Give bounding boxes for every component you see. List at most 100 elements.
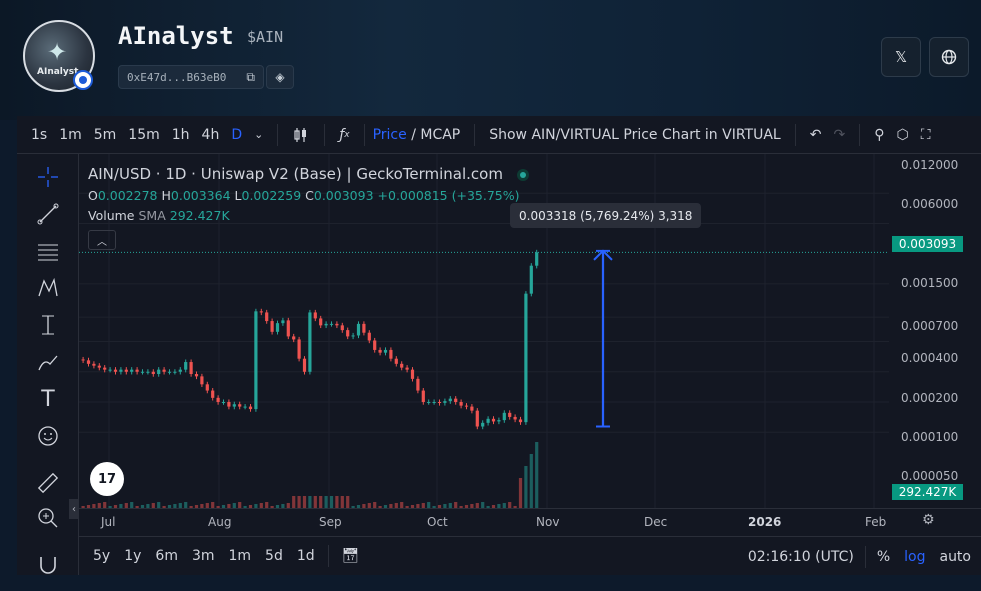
volume-bar [502, 503, 506, 508]
undo-icon[interactable]: ↶ [809, 126, 822, 143]
price-axis[interactable]: 0.012000 0.006000 0.001500 0.000700 0.00… [889, 154, 981, 508]
fullscreen-icon[interactable]: ⛶ [920, 126, 931, 143]
utc-clock[interactable]: 02:16:10 (UTC) [747, 548, 854, 565]
interval-1m[interactable]: 1m [59, 126, 82, 143]
price-mcap-toggle[interactable]: Price / MCAP [373, 116, 467, 154]
volume-bar [346, 496, 350, 508]
toolbar-divider [277, 123, 279, 146]
date-range-icon[interactable]: 📅︎ [341, 548, 360, 564]
volume-bar [383, 505, 388, 508]
range-1y[interactable]: 1y [124, 548, 142, 564]
volume-bar [200, 504, 204, 508]
interval-1h[interactable]: 1h [171, 126, 190, 143]
candle [529, 265, 533, 294]
candle [254, 311, 258, 410]
candle [119, 369, 123, 372]
volume-bar [491, 505, 496, 508]
volume-bar [189, 506, 193, 508]
interval-1s[interactable]: 1s [31, 126, 48, 143]
candles-style-button[interactable] [286, 116, 316, 154]
last-price-tag: 0.003093 [892, 236, 963, 252]
volume-bar [416, 504, 420, 508]
candle [448, 398, 452, 402]
volume-bar [162, 506, 166, 508]
interval-5m[interactable]: 5m [93, 126, 117, 143]
price-chart-pane[interactable] [79, 154, 889, 508]
range-1d[interactable]: 1d [296, 548, 315, 564]
volume-bar [319, 496, 323, 508]
interval-4h[interactable]: 4h [201, 126, 220, 143]
text-tool-icon[interactable]: T [41, 386, 55, 412]
range-3m[interactable]: 3m [191, 548, 215, 564]
high-value: 0.003364 [170, 188, 231, 203]
volume-bar [238, 502, 242, 508]
measure-tooltip: 0.003318 (5,769.24%) 3,318 [510, 203, 702, 228]
magnet-icon[interactable] [35, 552, 61, 578]
price-option[interactable]: Price [372, 126, 407, 143]
candle [367, 332, 371, 341]
brush-icon[interactable] [35, 349, 61, 375]
range-5y[interactable]: 5y [93, 548, 111, 564]
trend-line-icon[interactable] [35, 201, 61, 227]
volume-bar [367, 503, 371, 508]
volume-bar [167, 505, 172, 508]
volume-bar [481, 502, 485, 508]
collapse-toolbar-chevron-icon[interactable]: ‹ [69, 499, 79, 519]
x-link-button[interactable]: 𝕏 [881, 37, 921, 77]
token-avatar: ✦ AInalyst [23, 20, 95, 92]
redo-icon[interactable]: ↷ [833, 126, 846, 143]
candle [124, 369, 128, 372]
range-1m[interactable]: 1m [228, 548, 252, 564]
collapse-legend-button[interactable]: ︿ [88, 230, 116, 250]
volume-value: 292.427K [169, 208, 230, 223]
x-tick: Aug [208, 515, 232, 529]
emoji-icon[interactable] [35, 423, 61, 449]
candle [184, 362, 188, 370]
quick-search-icon[interactable]: ⚲ [874, 126, 885, 143]
chevron-up-icon: ︿ [97, 236, 107, 248]
volume-bar [173, 504, 177, 508]
zoom-in-icon[interactable] [35, 505, 61, 531]
website-link-button[interactable] [929, 37, 969, 77]
volume-bar [157, 502, 161, 508]
candle [518, 419, 523, 423]
ruler-icon[interactable] [35, 470, 61, 496]
settings-icon[interactable]: ⬡ [896, 126, 909, 143]
address-text: 0xE47d...B63eB0 [127, 70, 227, 84]
contract-address[interactable]: 0xE47d...B63eB0 ⧉ [118, 65, 264, 89]
measure-icon[interactable] [35, 312, 61, 338]
mcap-option[interactable]: MCAP [420, 126, 461, 143]
candle [378, 349, 382, 353]
volume-bar [259, 503, 263, 508]
range-5d[interactable]: 5d [265, 548, 283, 564]
auto-scale-toggle[interactable]: auto [939, 548, 971, 565]
candle [497, 420, 501, 422]
interval-15m[interactable]: 15m [128, 126, 160, 143]
volume-bar [297, 496, 301, 508]
percent-scale-toggle[interactable]: % [876, 548, 891, 565]
token-name: AInalyst [118, 22, 234, 50]
candle [356, 323, 361, 336]
volume-bar [335, 496, 339, 508]
explorer-button[interactable]: ◈ [266, 65, 294, 89]
pattern-icon[interactable] [35, 275, 61, 301]
candle [178, 369, 182, 372]
volume-bar [140, 505, 145, 508]
copy-icon[interactable]: ⧉ [246, 69, 255, 84]
log-scale-toggle[interactable]: log [904, 548, 926, 565]
y-tick: 0.000050 [901, 469, 959, 483]
time-axis[interactable]: Jul Aug Sep Oct Nov Dec 2026 Feb ⚙ [79, 508, 981, 536]
crosshair-icon[interactable] [35, 164, 61, 190]
candle [400, 363, 404, 368]
chevron-down-icon[interactable]: ⌄ [254, 128, 264, 141]
range-6m[interactable]: 6m [155, 548, 178, 564]
axis-settings-icon[interactable]: ⚙ [922, 512, 935, 528]
interval-d[interactable]: D [231, 126, 243, 143]
tradingview-logo[interactable]: 17 [90, 462, 124, 496]
fib-lines-icon[interactable] [35, 238, 61, 264]
show-virtual-chart-button[interactable]: Show AIN/VIRTUAL Price Chart in VIRTUAL [489, 126, 781, 143]
candle [189, 362, 193, 375]
sma-label: SMA [138, 208, 166, 223]
volume-bar [205, 503, 209, 508]
